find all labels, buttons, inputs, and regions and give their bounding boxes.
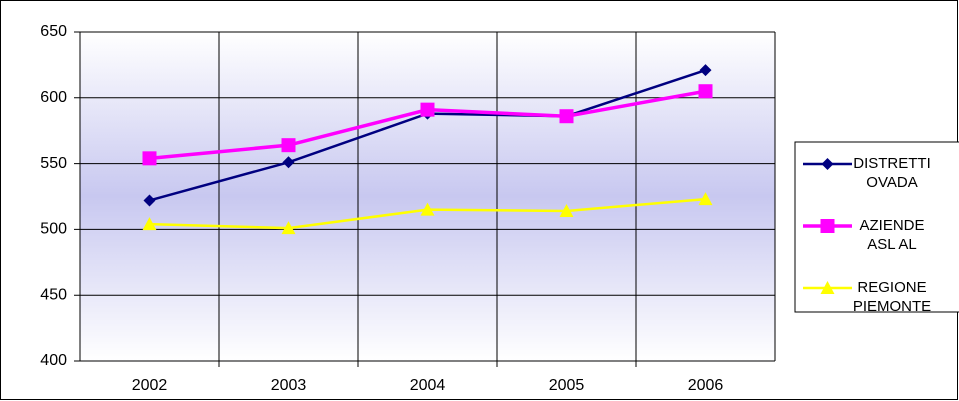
x-tick-label: 2006 bbox=[688, 377, 724, 394]
marker bbox=[559, 203, 574, 217]
x-tick-label: 2005 bbox=[549, 377, 585, 394]
marker bbox=[698, 192, 713, 206]
x-tick-label: 2002 bbox=[132, 377, 168, 394]
marker bbox=[143, 194, 156, 207]
y-tick-label: 500 bbox=[40, 221, 67, 238]
marker bbox=[820, 281, 835, 294]
marker bbox=[282, 156, 295, 169]
y-tick-label: 600 bbox=[40, 89, 67, 106]
y-tick-label: 650 bbox=[40, 23, 67, 40]
marker bbox=[699, 64, 712, 77]
x-tick-label: 2003 bbox=[271, 377, 307, 394]
marker bbox=[420, 102, 435, 117]
marker bbox=[142, 151, 157, 166]
marker bbox=[821, 158, 834, 170]
x-tick-label: 2004 bbox=[410, 377, 446, 394]
legend-label: REGIONE PIEMONTE bbox=[852, 279, 932, 315]
marker bbox=[698, 84, 713, 99]
legend-label: DISTRETTI OVADA bbox=[853, 155, 931, 191]
y-tick-label: 400 bbox=[40, 352, 67, 369]
marker bbox=[820, 219, 835, 233]
y-tick-label: 550 bbox=[40, 155, 67, 172]
marker bbox=[142, 217, 157, 231]
marker bbox=[281, 138, 296, 153]
marker bbox=[420, 202, 435, 216]
marker bbox=[559, 109, 574, 124]
legend-label: AZIENDE ASL AL bbox=[859, 217, 925, 253]
marker bbox=[281, 221, 296, 235]
y-tick-label: 450 bbox=[40, 286, 67, 303]
